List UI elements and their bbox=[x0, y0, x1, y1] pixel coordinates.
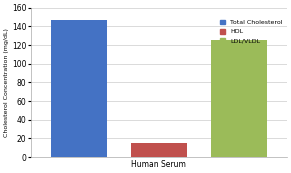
Bar bbox=[211, 40, 267, 157]
Bar bbox=[131, 143, 187, 157]
Y-axis label: Cholesterol Concentration (mg/dL): Cholesterol Concentration (mg/dL) bbox=[4, 28, 9, 137]
Bar bbox=[51, 20, 107, 157]
Legend: Total Cholesterol, HDL, LDL/VLDL: Total Cholesterol, HDL, LDL/VLDL bbox=[219, 18, 284, 45]
